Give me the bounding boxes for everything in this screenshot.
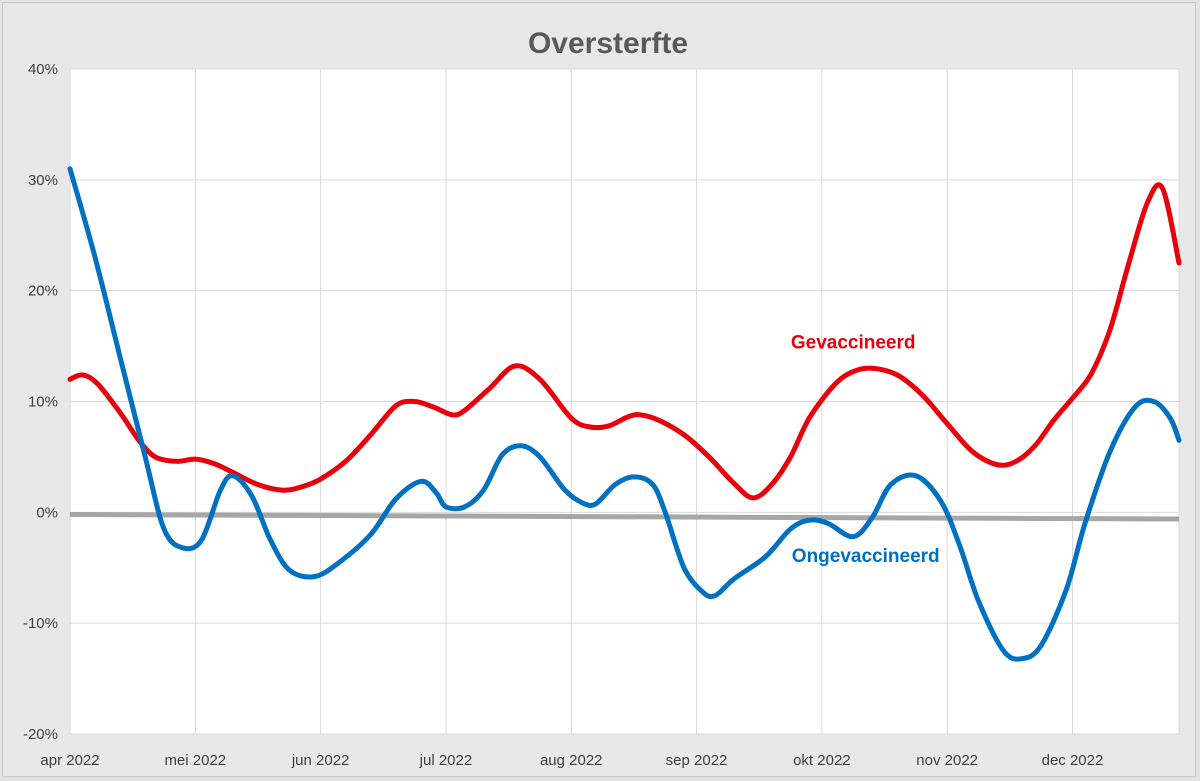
x-tick-label: jun 2022 [291, 752, 350, 769]
series-lines [67, 166, 1182, 662]
series-line-gevaccineerd [67, 182, 1182, 501]
x-tick-label: apr 2022 [40, 752, 99, 769]
y-tick-label: 0% [36, 504, 58, 521]
x-axis-tick-labels: apr 2022 mei 2022 jun 2022 jul 2022 aug 2022… [40, 752, 1103, 769]
x-tick-label: nov 2022 [916, 752, 978, 769]
zero-reference-line-group [69, 512, 1180, 522]
y-tick-label: -10% [23, 615, 58, 632]
y-axis-tick-labels: -20% -10% 0% 10% 20% 30% 40% [23, 61, 58, 743]
gridlines [69, 68, 1180, 735]
x-tick-label: aug 2022 [540, 752, 603, 769]
series-line-ongevaccineerd [67, 166, 1182, 662]
line-chart: Oversterfte -20% -10% 0% 10% 20% 30% 40% apr 2… [23, 27, 1182, 769]
zero-reference-line [69, 512, 1180, 522]
y-tick-label: -20% [23, 726, 58, 743]
x-tick-label: dec 2022 [1042, 752, 1104, 769]
chart-title: Oversterfte [528, 27, 688, 60]
x-tick-label: mei 2022 [164, 752, 226, 769]
series-labels: Gevaccineerd Ongevaccineerd [791, 332, 940, 567]
x-tick-label: sep 2022 [666, 752, 728, 769]
y-tick-label: 30% [28, 172, 58, 189]
y-tick-label: 40% [28, 61, 58, 78]
y-tick-label: 20% [28, 283, 58, 300]
series-label-ongevaccineerd: Ongevaccineerd [792, 546, 940, 567]
series-label-gevaccineerd: Gevaccineerd [791, 332, 916, 353]
x-tick-label: jul 2022 [419, 752, 473, 769]
y-tick-label: 10% [28, 394, 58, 411]
x-tick-label: okt 2022 [793, 752, 851, 769]
